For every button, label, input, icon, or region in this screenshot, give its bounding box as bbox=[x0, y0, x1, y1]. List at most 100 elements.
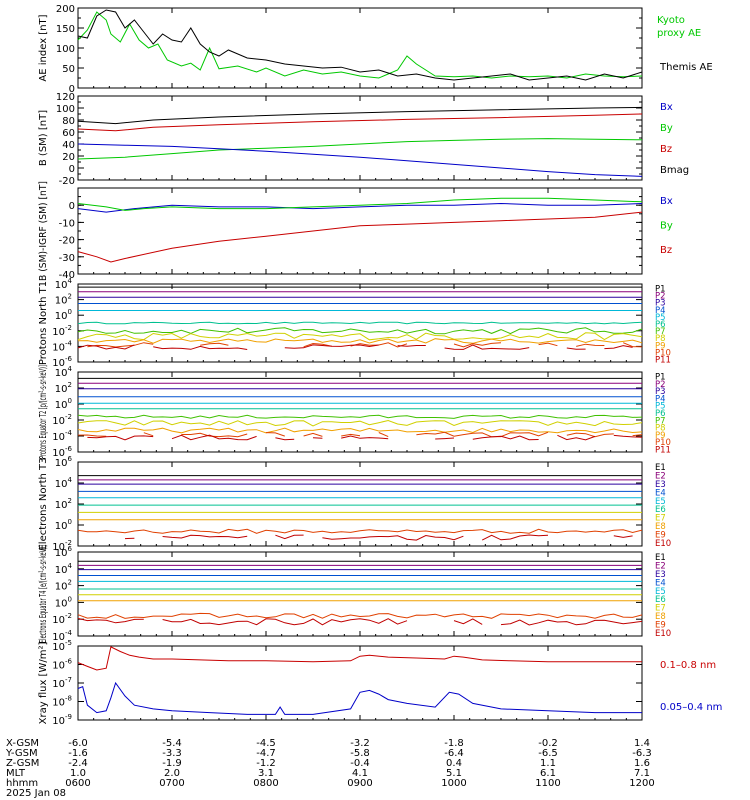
flux-line-p8 bbox=[77, 419, 643, 427]
legend-proxy-ae: proxy AE bbox=[657, 28, 701, 39]
time-cell-hhmm: 0700 bbox=[159, 778, 184, 789]
y-tick-label: 120 bbox=[56, 92, 75, 103]
y-tick-label: 0 bbox=[69, 84, 75, 95]
y-tick-label: 10-5 bbox=[52, 639, 72, 653]
panel-3: -40 -30 -20 -10 0 B (SM)-IGRF (SM) [nT] Bx By Bz bbox=[38, 181, 673, 281]
flux-line-p11 bbox=[557, 434, 596, 441]
legend-p10: P10 bbox=[655, 348, 671, 358]
y-tick-exponent: -4 bbox=[65, 629, 73, 637]
flux-line-p10 bbox=[303, 432, 323, 437]
flux-line-p9 bbox=[77, 427, 643, 434]
series-line-by bbox=[77, 138, 643, 160]
y-tick-label: 200 bbox=[56, 4, 75, 15]
y-axis-label: AE index [nT] bbox=[38, 14, 49, 81]
legend-p6: P6 bbox=[655, 409, 666, 419]
flux-line-p11 bbox=[472, 435, 539, 441]
panel-frame bbox=[77, 371, 643, 453]
time-cell-y: -4.7 bbox=[256, 748, 276, 759]
y-tick-exponent: -4 bbox=[65, 429, 73, 437]
y-tick-exponent: -2 bbox=[65, 324, 72, 332]
flux-line-p11 bbox=[566, 347, 586, 350]
legend-e10: E10 bbox=[655, 539, 671, 549]
panel-frame bbox=[77, 645, 643, 721]
y-tick-label: 100 bbox=[55, 518, 72, 532]
time-cell-y: -6.5 bbox=[538, 748, 558, 759]
y-tick-label: 106 bbox=[55, 455, 73, 469]
y-tick-label: 20 bbox=[62, 152, 75, 163]
flux-line-p11 bbox=[435, 437, 455, 440]
legend-p8: P8 bbox=[655, 334, 666, 344]
flux-line-p10 bbox=[453, 342, 502, 348]
y-tick-label: 102 bbox=[55, 497, 72, 511]
series-line-bz bbox=[77, 211, 643, 263]
y-tick-label: 0 bbox=[69, 164, 75, 175]
time-cell-x: -4.5 bbox=[256, 738, 276, 749]
y-tick-label: 104 bbox=[55, 476, 73, 490]
flux-line-p10 bbox=[378, 432, 389, 438]
time-cell-z: 1.6 bbox=[634, 758, 650, 769]
flux-line-p11 bbox=[275, 437, 295, 441]
flux-line-p10 bbox=[576, 343, 605, 347]
time-cell-mlt: 6.1 bbox=[540, 768, 556, 779]
time-cell-y: -6.4 bbox=[444, 748, 464, 759]
flux-line-p10 bbox=[265, 432, 285, 437]
flux-line-e10 bbox=[77, 617, 144, 624]
flux-line-p10 bbox=[632, 434, 643, 437]
y-tick-label: -40 bbox=[59, 270, 75, 281]
flux-line-e10 bbox=[613, 535, 633, 538]
y-tick-exponent: 0 bbox=[68, 518, 72, 526]
row-label-xgsm: X-GSM bbox=[6, 738, 39, 749]
time-cell-x: -0.2 bbox=[538, 738, 558, 749]
panel-1: 0 50 100 150 200 AE index [nT] Kyoto proxy AE Th… bbox=[38, 4, 713, 95]
legend-bx: Bx bbox=[660, 196, 673, 207]
legend-p2: P2 bbox=[655, 292, 666, 302]
flux-line-p11 bbox=[87, 435, 154, 441]
y-tick-label: 104 bbox=[55, 365, 73, 379]
time-cell-y: -5.8 bbox=[350, 748, 370, 759]
flux-line-e10 bbox=[275, 534, 304, 540]
y-tick-label: 10-7 bbox=[52, 676, 72, 690]
y-tick-label: 10-4 bbox=[52, 339, 72, 353]
y-tick-exponent: 4 bbox=[68, 277, 73, 285]
legend-p8: P8 bbox=[655, 424, 666, 434]
flux-line-p11 bbox=[284, 344, 379, 349]
legend-e9: E9 bbox=[655, 620, 666, 630]
y-axis-label: Protons North T1 bbox=[38, 281, 49, 365]
legend-e6: E6 bbox=[655, 505, 666, 515]
time-cell-z: -1.9 bbox=[162, 758, 182, 769]
y-tick-label: -10 bbox=[59, 218, 75, 229]
flux-line-p7 bbox=[77, 414, 643, 419]
legend-p3: P3 bbox=[655, 299, 666, 309]
legend-e3: E3 bbox=[655, 570, 666, 580]
flux-line-p10 bbox=[181, 432, 248, 438]
time-cell-x: -6.0 bbox=[68, 738, 88, 749]
flux-line-p10 bbox=[200, 342, 229, 346]
legend-e3: E3 bbox=[655, 480, 666, 490]
flux-line-p11 bbox=[341, 435, 389, 440]
flux-line-e10 bbox=[481, 534, 549, 541]
legend-e7: E7 bbox=[655, 604, 666, 614]
y-tick-label: 10-9 bbox=[52, 713, 72, 727]
y-tick-label: 10-2 bbox=[52, 612, 72, 626]
flux-line-p11 bbox=[153, 345, 248, 350]
time-cell-x: -5.4 bbox=[162, 738, 182, 749]
series-line-0-1-0-8-nm bbox=[77, 646, 642, 671]
y-tick-label: 10-8 bbox=[52, 695, 72, 709]
y-tick-exponent: 6 bbox=[68, 545, 73, 553]
flux-line-e10 bbox=[453, 618, 483, 625]
y-tick-label: 0 bbox=[69, 201, 75, 212]
y-tick-label: 100 bbox=[55, 595, 72, 609]
y-tick-label: 100 bbox=[56, 104, 75, 115]
legend-p10: P10 bbox=[655, 438, 671, 448]
flux-line-p10 bbox=[143, 432, 154, 437]
y-tick-label: 10-6 bbox=[52, 658, 72, 672]
series-line-0-05-0-4-nm bbox=[77, 681, 642, 715]
flux-line-p10 bbox=[341, 433, 361, 437]
legend-by: By bbox=[660, 221, 673, 232]
legend-bx: Bx bbox=[660, 102, 673, 113]
y-tick-exponent: 0 bbox=[68, 595, 72, 603]
series-line-bmag bbox=[77, 106, 643, 125]
flux-line-e9 bbox=[77, 528, 643, 534]
